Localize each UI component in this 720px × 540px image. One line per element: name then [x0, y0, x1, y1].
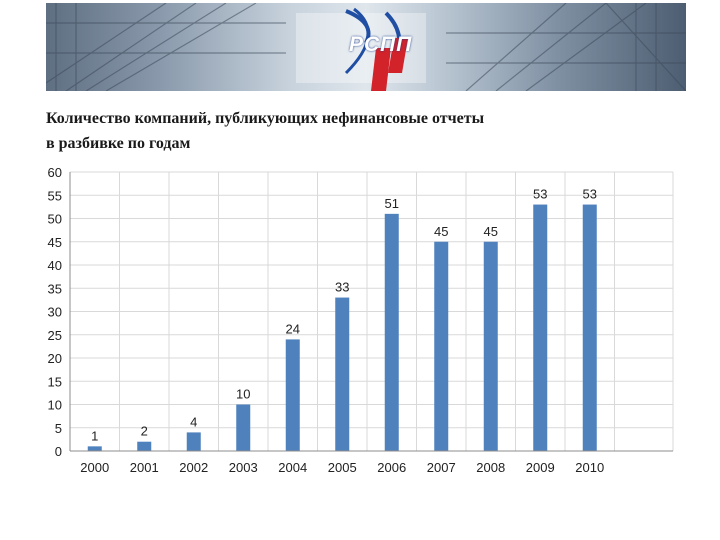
x-tick-label-2010: 2010: [575, 460, 604, 475]
x-tick-label-2001: 2001: [130, 460, 159, 475]
y-tick-label: 30: [48, 305, 62, 320]
header-banner: РСПП: [46, 3, 686, 91]
x-tick-label-2002: 2002: [179, 460, 208, 475]
y-tick-label: 10: [48, 398, 62, 413]
data-label-2006: 51: [385, 196, 399, 211]
rspp-logo-text: РСПП: [349, 33, 413, 56]
bar-2003: [236, 404, 251, 451]
data-label-2005: 33: [335, 280, 349, 295]
data-label-2008: 45: [484, 224, 498, 239]
data-label-2004: 24: [286, 321, 300, 336]
data-label-2000: 1: [91, 428, 98, 443]
bar-2008: [483, 241, 498, 451]
bar-chart: 0 5 10 15 20 25 30 35 40 45 50 55 60 1 2000 2 2001 4 2002 1…: [48, 165, 674, 475]
title-line-2: в разбивке по годам: [46, 135, 191, 152]
bar-2010: [582, 204, 597, 451]
y-tick-label: 15: [48, 374, 62, 389]
bar-2000: [87, 446, 102, 451]
x-tick-label-2003: 2003: [229, 460, 258, 475]
x-tick-label-2004: 2004: [278, 460, 307, 475]
data-label-2009: 53: [533, 187, 547, 202]
y-tick-label: 5: [55, 421, 62, 436]
x-tick-label-2005: 2005: [328, 460, 357, 475]
bar-2009: [533, 204, 548, 451]
bar-2002: [186, 432, 201, 451]
y-tick-label: 20: [48, 351, 62, 366]
data-label-2010: 53: [583, 187, 597, 202]
data-label-2003: 10: [236, 387, 250, 402]
data-label-2001: 2: [141, 424, 148, 439]
industrial-photo-graphic: [46, 3, 686, 91]
y-tick-label: 25: [48, 328, 62, 343]
x-tick-label-2000: 2000: [80, 460, 109, 475]
y-tick-label: 35: [48, 281, 62, 296]
bar-2004: [285, 339, 300, 451]
y-tick-label: 50: [48, 212, 62, 227]
x-tick-label-2008: 2008: [476, 460, 505, 475]
x-tick-label-2007: 2007: [427, 460, 456, 475]
data-label-2002: 4: [190, 414, 197, 429]
data-label-2007: 45: [434, 224, 448, 239]
bar-2006: [384, 213, 399, 451]
y-tick-label: 45: [48, 235, 62, 250]
y-tick-label: 55: [48, 188, 62, 203]
x-tick-label-2006: 2006: [377, 460, 406, 475]
bar-2005: [335, 297, 350, 451]
rspp-logo-icon: [344, 7, 408, 91]
y-tick-label: 40: [48, 258, 62, 273]
page-title: Количество компаний, публикующих нефинан…: [46, 106, 666, 156]
bar-2001: [137, 441, 152, 451]
y-tick-label: 60: [48, 165, 62, 180]
y-tick-label: 0: [55, 444, 62, 459]
bar-2007: [434, 241, 449, 451]
title-line-1: Количество компаний, публикующих нефинан…: [46, 110, 485, 127]
x-tick-label-2009: 2009: [526, 460, 555, 475]
